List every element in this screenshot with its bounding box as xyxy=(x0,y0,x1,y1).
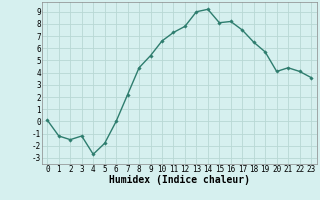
X-axis label: Humidex (Indice chaleur): Humidex (Indice chaleur) xyxy=(109,175,250,185)
